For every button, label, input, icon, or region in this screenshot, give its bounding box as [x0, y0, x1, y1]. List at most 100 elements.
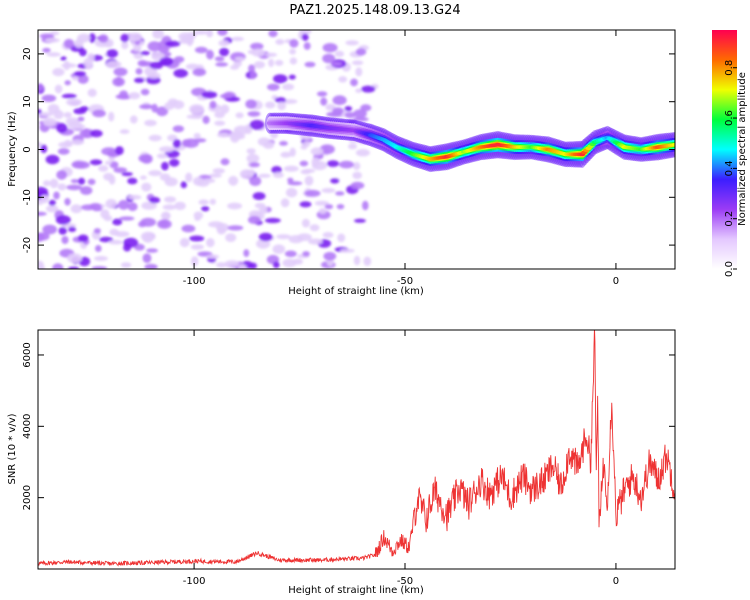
heatmap-cell: [360, 104, 372, 112]
heatmap-cell: [268, 30, 278, 38]
heatmap-cell: [148, 170, 162, 177]
heatmap-cell: [80, 186, 93, 195]
heatmap-cell: [201, 91, 218, 99]
heatmap-cell: [106, 49, 118, 58]
heatmap-cell: [43, 180, 51, 187]
heatmap-cell: [272, 244, 286, 254]
heatmap-cell: [112, 218, 123, 226]
heatmap-cell: [344, 112, 356, 119]
heatmap-cell: [53, 109, 64, 120]
heatmap-cell: [186, 114, 202, 119]
colorbar-tick-label: 0.4: [724, 160, 735, 176]
heatmap-cell: [355, 149, 370, 157]
heatmap-cell: [271, 166, 282, 174]
heatmap-cell: [140, 88, 150, 96]
heatmap-cell: [66, 184, 83, 191]
heatmap-cell: [300, 169, 311, 175]
heatmap-cell: [320, 97, 328, 106]
heatmap-cell: [215, 62, 229, 67]
heatmap-cell: [138, 221, 147, 228]
heatmap-cell: [246, 153, 260, 164]
heatmap-cell: [100, 209, 110, 219]
heatmap-cell: [274, 97, 287, 103]
heatmap-cell: [353, 109, 367, 118]
heatmap-cell: [74, 39, 84, 48]
heatmap-cell: [38, 142, 43, 147]
heatmap-cell: [280, 198, 290, 208]
heatmap-cell: [115, 76, 123, 87]
heatmap-cell: [181, 224, 196, 233]
heatmap-cell: [362, 200, 369, 211]
heatmap-cell: [93, 228, 101, 234]
y-tick-label: -20: [22, 237, 33, 253]
heatmap-cell: [249, 119, 265, 130]
heatmap-cell: [314, 200, 329, 206]
x-tick-label: 0: [613, 576, 619, 587]
heatmap-cell: [321, 188, 336, 193]
heatmap-cell: [283, 165, 299, 172]
heatmap-cell: [38, 232, 45, 242]
heatmap-cell: [140, 51, 150, 56]
heatmap-cell: [322, 232, 334, 238]
heatmap-cell: [54, 84, 63, 94]
snr-series-line: [38, 330, 675, 567]
heatmap-cell: [167, 134, 178, 142]
heatmap-cell: [106, 60, 122, 68]
heatmap-cell: [245, 99, 257, 109]
heatmap-cell: [264, 217, 281, 224]
heatmap-cell: [216, 226, 226, 235]
heatmap-cell: [53, 191, 60, 200]
heatmap-cell: [322, 43, 338, 53]
heatmap-cell: [289, 57, 298, 65]
y-tick-label: 2000: [22, 485, 33, 510]
heatmap-cell: [363, 256, 372, 266]
heatmap-cell: [149, 196, 161, 204]
heatmap-cell: [285, 187, 298, 198]
heatmap-cell: [159, 220, 169, 227]
heatmap-cell: [160, 211, 171, 220]
heatmap-cell: [212, 168, 225, 174]
heatmap-cell: [119, 216, 135, 221]
heatmap-cell: [216, 262, 227, 268]
heatmap-cell: [159, 146, 174, 153]
heatmap-cell: [138, 154, 151, 163]
heatmap-cell: [40, 144, 48, 154]
heatmap-cell: [273, 74, 288, 84]
heatmap-cell: [141, 201, 157, 210]
heatmap-cell: [208, 221, 224, 228]
heatmap-cell: [162, 204, 177, 210]
heatmap-cell: [108, 239, 123, 245]
heatmap-cell: [82, 128, 90, 138]
heatmap-cell: [135, 68, 143, 75]
heatmap-cell: [217, 132, 230, 138]
heatmap-cell: [180, 181, 187, 189]
heatmap-cell: [172, 139, 181, 149]
heatmap-cell: [139, 104, 154, 110]
heatmap-cell: [56, 170, 68, 180]
heatmap-cell: [127, 202, 138, 212]
x-tick-label: -100: [183, 276, 206, 287]
heatmap-cell: [70, 204, 83, 214]
heatmap-cell: [326, 160, 340, 168]
heatmap-cell: [56, 123, 68, 133]
y-tick-label: 0: [22, 146, 33, 152]
heatmap-cell: [249, 176, 262, 187]
heatmap-cell: [43, 117, 57, 127]
heatmap-cell: [279, 141, 288, 146]
colorbar-ticks: 0.0 0.2 0.4 0.6 0.8: [724, 60, 737, 277]
heatmap-cell: [299, 160, 309, 167]
colorbar-tick-label: 0.0: [724, 261, 735, 277]
heatmap-cell: [258, 232, 273, 242]
y-tick-label: -10: [22, 189, 33, 205]
heatmap-cell: [118, 199, 130, 210]
heatmap-cell: [353, 255, 361, 266]
heatmap-cell: [287, 177, 294, 183]
heatmap-cell: [300, 144, 308, 150]
spectrogram-ridge: [265, 112, 675, 173]
heatmap-cell: [198, 199, 209, 205]
heatmap-cell: [224, 260, 240, 268]
heatmap-cell: [144, 263, 158, 269]
heatmap-cell: [178, 32, 193, 41]
heatmap-cell: [60, 56, 67, 61]
heatmap-cell: [355, 88, 362, 93]
